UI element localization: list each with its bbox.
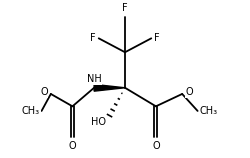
Text: O: O <box>40 87 48 97</box>
Text: F: F <box>90 33 96 43</box>
Text: O: O <box>152 141 160 151</box>
Text: F: F <box>122 3 128 13</box>
Text: HO: HO <box>92 117 106 127</box>
Text: CH₃: CH₃ <box>22 106 40 116</box>
Polygon shape <box>94 84 125 91</box>
Text: CH₃: CH₃ <box>199 106 217 116</box>
Text: O: O <box>69 141 76 151</box>
Text: O: O <box>185 87 193 97</box>
Text: NH: NH <box>87 74 102 84</box>
Text: F: F <box>154 33 160 43</box>
